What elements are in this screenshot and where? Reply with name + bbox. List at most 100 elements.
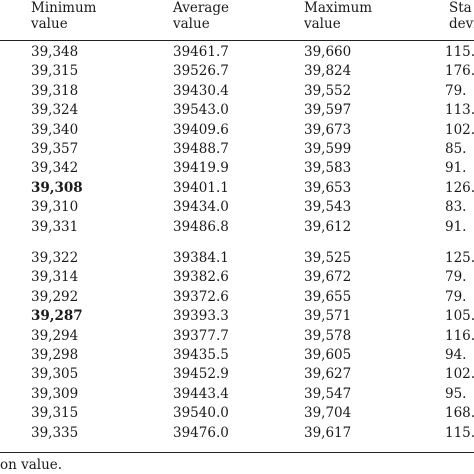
cell-minimum: 39,342: [31, 160, 79, 177]
footnote: on value.: [0, 457, 63, 473]
cell-std-dev: 91.: [445, 160, 467, 177]
cell-minimum: 39,357: [31, 141, 79, 157]
cell-maximum: 39,597: [304, 102, 352, 119]
cell-std-dev: 126.: [445, 179, 474, 196]
table-row: 39,318 39430.4 39,552 79.: [0, 82, 474, 100]
cell-average: 39401.1: [173, 179, 229, 196]
cell-std-dev: 115.: [445, 424, 474, 441]
cell-maximum: 39,704: [304, 405, 352, 422]
cell-minimum: 39,310: [31, 199, 79, 216]
cell-minimum: 39,340: [31, 121, 79, 138]
cell-maximum: 39,653: [304, 179, 352, 196]
cell-maximum: 39,605: [304, 347, 352, 363]
cell-std-dev: 85.: [445, 141, 467, 157]
table-row: 39,342 39419.9 39,583 91.: [0, 159, 474, 177]
cell-minimum: 39,292: [31, 288, 79, 305]
cell-minimum: 39,348: [31, 44, 79, 60]
cell-maximum: 39,543: [304, 199, 352, 216]
cell-minimum: 39,324: [31, 102, 79, 119]
cell-maximum: 39,660: [304, 44, 352, 60]
cell-average: 39372.6: [173, 288, 229, 305]
cell-maximum: 39,655: [304, 288, 352, 305]
cell-minimum: 39,318: [31, 82, 79, 99]
table-row: 39,331 39486.8 39,612 91.: [0, 218, 474, 236]
table-row: 39,315 39526.7 39,824 176.: [0, 62, 474, 80]
cell-average: 39443.4: [173, 385, 229, 402]
cell-minimum: 39,298: [31, 347, 79, 363]
header-maximum-line2: value: [304, 16, 341, 32]
table-row: 39,315 39540.0 39,704 168.: [0, 404, 474, 422]
cell-maximum: 39,673: [304, 121, 352, 138]
table-row: 39,292 39372.6 39,655 79.: [0, 288, 474, 306]
cell-maximum: 39,617: [304, 424, 352, 441]
cell-average: 39543.0: [173, 102, 229, 119]
cell-minimum: 39,315: [31, 63, 79, 80]
cell-average: 39430.4: [173, 82, 229, 99]
cell-average: 39540.0: [173, 405, 229, 422]
table-row: 39,287 39393.3 39,571 105.: [0, 307, 474, 325]
cell-maximum: 39,571: [304, 308, 352, 325]
header-maximum-line1: Maximum: [304, 0, 373, 16]
cell-std-dev: 102.: [445, 366, 474, 383]
cell-average: 39526.7: [173, 63, 229, 80]
cell-minimum: 39,314: [31, 269, 79, 286]
cell-std-dev: 83.: [445, 199, 467, 216]
cell-minimum: 39,322: [31, 250, 79, 266]
table-header: Minimum value Average value Maximum valu…: [0, 0, 474, 38]
cell-std-dev: 115.: [445, 44, 474, 60]
cell-average: 39486.8: [173, 218, 229, 235]
table-row: 39,298 39435.5 39,605 94.: [0, 346, 474, 364]
table-row: 39,357 39488.7 39,599 85.: [0, 140, 474, 158]
cell-average: 39434.0: [173, 199, 229, 216]
header-maximum: Maximum value: [304, 0, 372, 32]
cell-average: 39409.6: [173, 121, 229, 138]
header-rule: [0, 40, 474, 41]
cell-std-dev: 94.: [445, 347, 467, 363]
cell-minimum: 39,335: [31, 424, 79, 441]
cell-std-dev: 125.: [445, 250, 474, 266]
cell-minimum: 39,305: [31, 366, 79, 383]
cell-std-dev: 79.: [445, 82, 467, 99]
cell-std-dev: 105.: [445, 308, 474, 325]
cell-minimum: 39,309: [31, 385, 79, 402]
header-minimum: Minimum value: [31, 0, 96, 32]
table-row: 39,322 39384.1 39,525 125.: [0, 249, 474, 267]
cell-std-dev: 168.: [445, 405, 474, 422]
cell-std-dev: 79.: [445, 288, 467, 305]
cell-average: 39435.5: [173, 347, 229, 363]
cell-average: 39419.9: [173, 160, 229, 177]
cell-average: 39382.6: [173, 269, 229, 286]
table-row: 39,308 39401.1 39,653 126.: [0, 179, 474, 197]
cell-average: 39384.1: [173, 250, 229, 266]
cell-maximum: 39,578: [304, 327, 352, 344]
table-row: 39,324 39543.0 39,597 113.: [0, 101, 474, 119]
cell-minimum: 39,308: [31, 179, 83, 196]
bottom-rule: [0, 452, 474, 453]
header-average-line1: Average: [173, 0, 229, 16]
cell-maximum: 39,599: [304, 141, 352, 157]
cell-maximum: 39,547: [304, 385, 352, 402]
table-row: 39,305 39452.9 39,627 102.: [0, 365, 474, 383]
cell-std-dev: 95.: [445, 385, 467, 402]
cell-maximum: 39,824: [304, 63, 352, 80]
cell-minimum: 39,287: [31, 308, 83, 325]
cell-average: 39377.7: [173, 327, 229, 344]
cell-maximum: 39,672: [304, 269, 352, 286]
table-row: 39,348 39461.7 39,660 115.: [0, 43, 474, 61]
cell-std-dev: 113.: [445, 102, 474, 119]
cell-std-dev: 116.: [445, 327, 474, 344]
table-row: 39,340 39409.6 39,673 102.: [0, 121, 474, 139]
cell-maximum: 39,552: [304, 82, 352, 99]
cell-maximum: 39,612: [304, 218, 352, 235]
table-row: 39,294 39377.7 39,578 116.: [0, 327, 474, 345]
cell-std-dev: 102.: [445, 121, 474, 138]
cell-std-dev: 91.: [445, 218, 467, 235]
cell-maximum: 39,627: [304, 366, 352, 383]
table-row: 39,335 39476.0 39,617 115.: [0, 424, 474, 442]
cell-average: 39476.0: [173, 424, 229, 441]
cell-average: 39452.9: [173, 366, 229, 383]
table-row: 39,310 39434.0 39,543 83.: [0, 198, 474, 216]
cell-minimum: 39,315: [31, 405, 79, 422]
cell-average: 39488.7: [173, 141, 229, 157]
